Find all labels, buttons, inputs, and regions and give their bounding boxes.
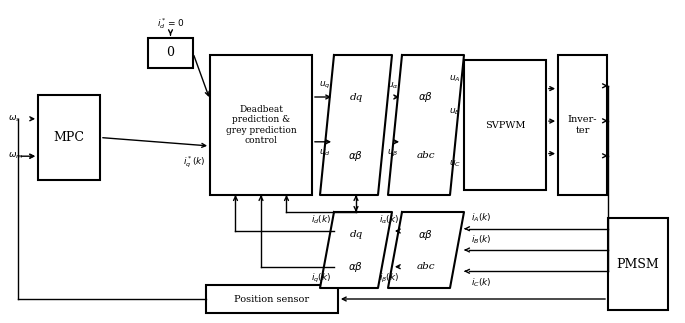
- Bar: [210, 55, 312, 195]
- Text: $u_q$: $u_q$: [319, 80, 331, 91]
- Text: $\alpha\beta$: $\alpha\beta$: [349, 260, 364, 274]
- Text: $i_q^*(k)$: $i_q^*(k)$: [184, 154, 206, 170]
- Text: dq: dq: [349, 230, 362, 239]
- Bar: [608, 218, 668, 310]
- Text: $u_B$: $u_B$: [449, 107, 461, 117]
- Text: abc: abc: [416, 151, 435, 160]
- Text: MPC: MPC: [53, 131, 84, 144]
- Text: Inver-
ter: Inver- ter: [568, 115, 597, 135]
- Text: $u_d$: $u_d$: [319, 148, 331, 158]
- Text: $i_\beta(k)$: $i_\beta(k)$: [379, 272, 399, 285]
- Polygon shape: [320, 212, 392, 288]
- Bar: [148, 38, 193, 68]
- Text: $i_q(k)$: $i_q(k)$: [311, 272, 331, 285]
- Text: $u_\alpha$: $u_\alpha$: [387, 80, 399, 91]
- Polygon shape: [388, 212, 464, 288]
- Text: $\alpha\beta$: $\alpha\beta$: [419, 90, 434, 104]
- Polygon shape: [320, 55, 392, 195]
- Text: $i_A(k)$: $i_A(k)$: [471, 211, 492, 224]
- Bar: [38, 95, 100, 180]
- Bar: [558, 55, 607, 195]
- Text: $u_C$: $u_C$: [449, 159, 461, 169]
- Text: dq: dq: [349, 92, 362, 101]
- Text: 0: 0: [166, 47, 175, 59]
- Polygon shape: [388, 55, 464, 195]
- Text: $\alpha\beta$: $\alpha\beta$: [419, 228, 434, 242]
- Text: $i_d^* = 0$: $i_d^* = 0$: [157, 16, 184, 31]
- Text: $i_d(k)$: $i_d(k)$: [311, 214, 331, 226]
- Bar: [206, 285, 338, 313]
- Text: SVPWM: SVPWM: [485, 120, 525, 130]
- Text: $i_\alpha(k)$: $i_\alpha(k)$: [379, 214, 399, 226]
- Text: $\alpha\beta$: $\alpha\beta$: [349, 149, 364, 163]
- Text: PMSM: PMSM: [616, 257, 660, 270]
- Text: $i_C(k)$: $i_C(k)$: [471, 276, 492, 289]
- Text: $u_\beta$: $u_\beta$: [388, 148, 399, 159]
- Text: abc: abc: [416, 262, 435, 271]
- Text: $\omega_s$: $\omega_s$: [8, 114, 21, 124]
- Text: $i_B(k)$: $i_B(k)$: [471, 234, 492, 246]
- Text: Position sensor: Position sensor: [234, 295, 310, 304]
- Text: Deadbeat
prediction &
grey prediction
control: Deadbeat prediction & grey prediction co…: [225, 105, 297, 145]
- Bar: [464, 60, 546, 190]
- Text: $\omega_m$: $\omega_m$: [8, 151, 23, 162]
- Text: $u_A$: $u_A$: [449, 73, 461, 84]
